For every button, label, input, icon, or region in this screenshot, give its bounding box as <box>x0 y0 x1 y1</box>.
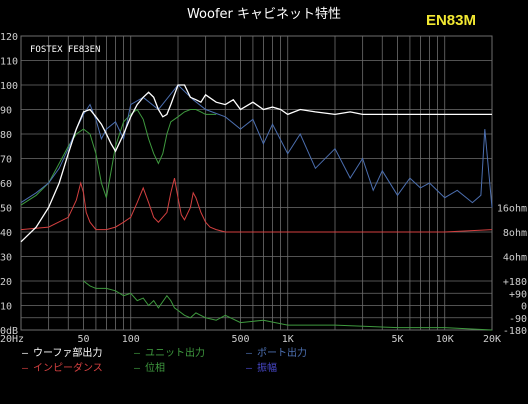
legend-label-excursion: 振幅 <box>257 361 277 374</box>
series-line-impedance <box>20 177 493 233</box>
legend-label-impedance: インピーダンス <box>33 361 103 374</box>
series-line-port <box>20 84 493 208</box>
x-tick-label: 1K <box>282 334 294 345</box>
y-right-tick-label: 0 <box>521 302 527 313</box>
legend-marker-excursion: — <box>246 363 253 374</box>
y-tick-label: 80 <box>0 130 12 141</box>
y-tick-label: 70 <box>0 155 12 166</box>
series-line-woofer <box>20 84 492 243</box>
legend-marker-unit: — <box>134 348 141 359</box>
legend-label-woofer: ウーファ部出力 <box>33 346 102 359</box>
legend-marker-phase: — <box>134 363 141 374</box>
y-right-tick-label: 8ohm <box>503 228 527 239</box>
plot-frame <box>20 35 493 331</box>
y-tick-label: 20 <box>0 277 12 288</box>
x-tick-label: 20Hz <box>0 334 24 345</box>
x-tick-label: 50 <box>77 334 89 345</box>
x-tick-label: 100 <box>122 334 140 345</box>
x-tick-label: 5K <box>391 334 403 345</box>
y-tick-label: 30 <box>0 253 12 264</box>
legend-marker-woofer: — <box>22 348 29 359</box>
legend-label-phase: 位相 <box>145 361 165 374</box>
y-tick-label: 40 <box>0 228 12 239</box>
legend-marker-port: — <box>246 348 253 359</box>
y-tick-label: 100 <box>0 81 18 92</box>
model-tag: EN83M <box>426 12 476 29</box>
y-tick-label: 110 <box>0 57 18 68</box>
series-line-phase <box>83 280 493 331</box>
legend-label-port: ポート出力 <box>257 346 307 359</box>
legend-label-unit: ユニット出力 <box>145 346 205 359</box>
y-tick-label: 90 <box>0 106 12 117</box>
x-tick-label: 20K <box>483 334 501 345</box>
x-tick-label: 500 <box>231 334 249 345</box>
chart-title: Woofer キャビネット特性 <box>187 7 341 22</box>
y-right-tick-label: 4ohm <box>503 253 527 264</box>
y-right-tick-label: +180 <box>503 277 527 288</box>
legend-marker-impedance: — <box>22 363 29 374</box>
y-tick-label: 50 <box>0 204 12 215</box>
y-right-tick-label: -90 <box>509 314 527 325</box>
y-right-tick-label: +90 <box>509 289 527 300</box>
inset-label: FOSTEX FE83EN <box>30 45 100 55</box>
y-tick-label: 0dB <box>0 326 18 337</box>
y-right-tick-label: 16ohm <box>497 204 527 215</box>
y-tick-label: 120 <box>0 32 18 43</box>
y-tick-label: 10 <box>0 302 12 313</box>
x-tick-label: 10K <box>436 334 454 345</box>
y-right-tick-label: -180 <box>503 326 527 337</box>
y-tick-label: 60 <box>0 179 12 190</box>
